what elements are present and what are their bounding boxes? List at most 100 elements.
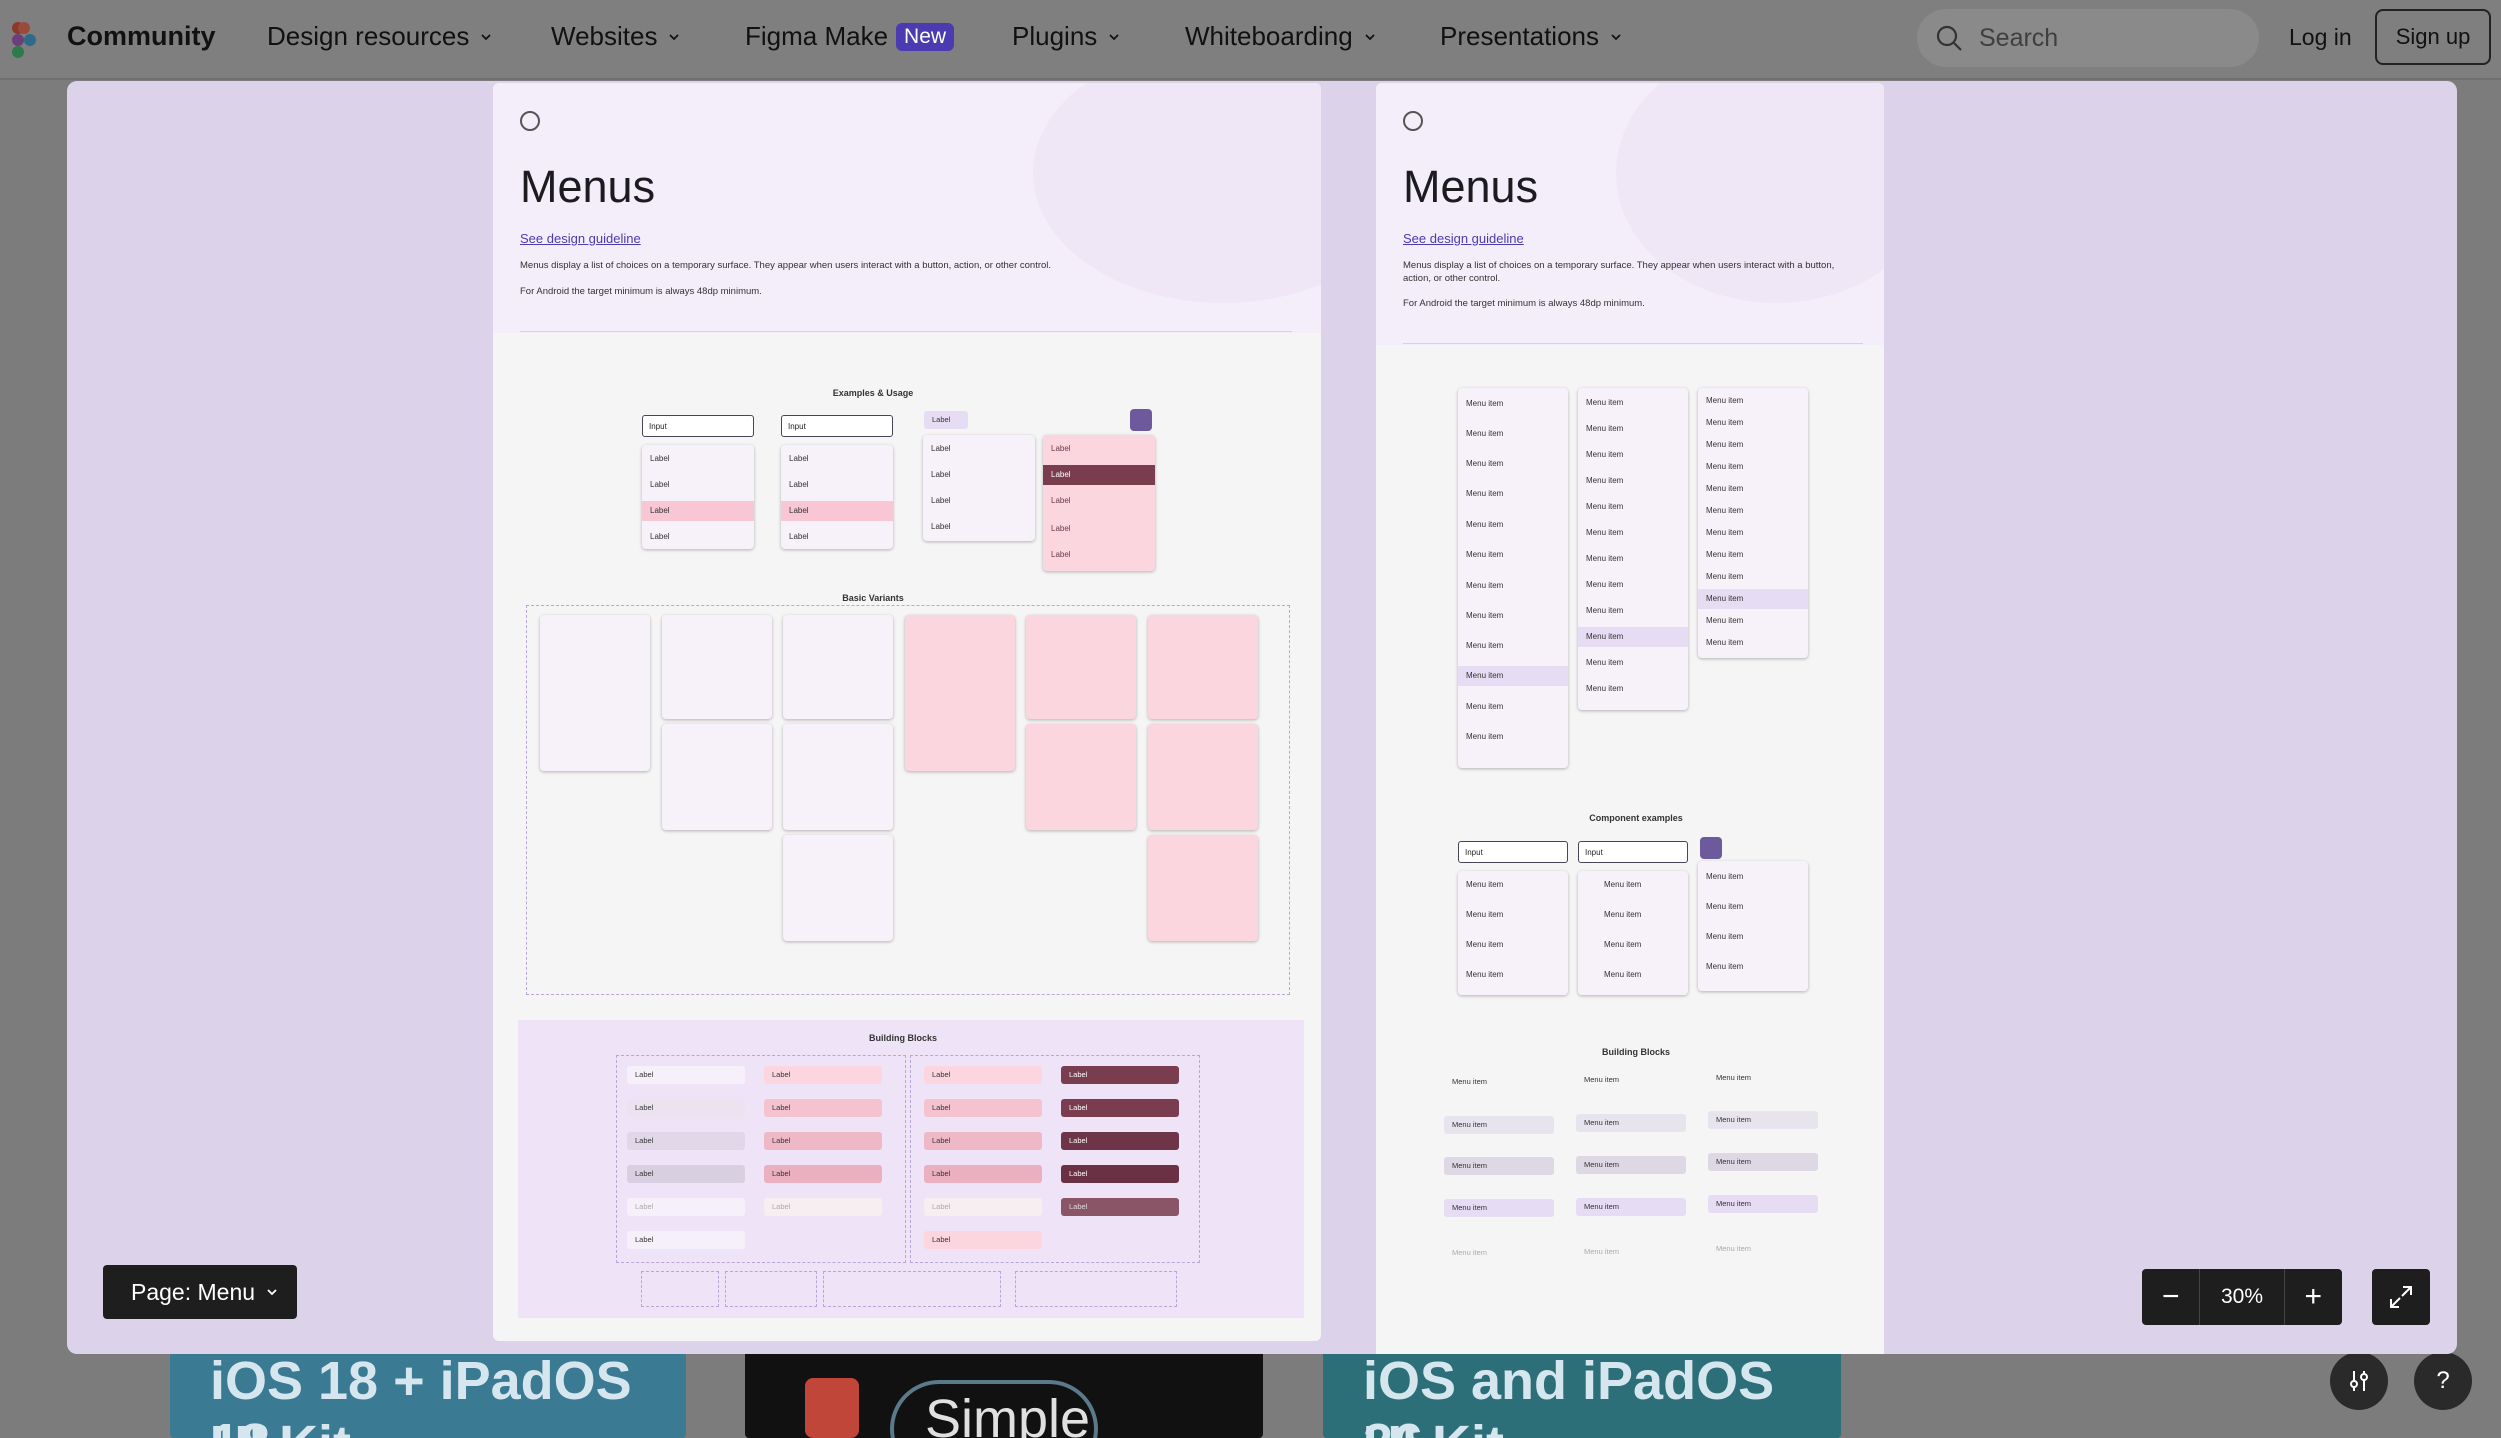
chevron-down-icon xyxy=(1109,33,1119,40)
menu-row: Menu item xyxy=(1466,732,1504,741)
chevron-down-icon xyxy=(267,1289,277,1296)
menu-row: Label xyxy=(650,480,670,489)
nav-websites[interactable]: Websites xyxy=(551,21,681,52)
design-guideline-link[interactable]: See design guideline xyxy=(1403,231,1524,246)
block-pill-dark-disabled: Label xyxy=(1061,1198,1179,1216)
chevron-down-icon xyxy=(481,33,491,40)
background-card-ios26[interactable]: iOS and iPadOS 26 UI Kit xyxy=(1323,1340,1841,1438)
input-value: Input xyxy=(788,422,806,431)
block-pill-disabled: Label xyxy=(764,1198,882,1216)
fullscreen-button[interactable] xyxy=(2372,1269,2430,1325)
section-examples-usage: Examples & Usage xyxy=(832,388,914,398)
blocks-container-left xyxy=(616,1055,906,1263)
menu-row: Menu item xyxy=(1466,940,1504,949)
material-logo-icon xyxy=(1403,111,1423,131)
input-value: Input xyxy=(1465,848,1483,857)
menu-row: Label xyxy=(789,480,809,489)
nav-whiteboarding[interactable]: Whiteboarding xyxy=(1185,21,1377,52)
block-pill-pink: Label xyxy=(924,1132,1042,1150)
page-selector-label: Page: Menu xyxy=(131,1278,256,1305)
menu-row: Menu item xyxy=(1706,396,1744,405)
spec-menu-2: Menu item Menu item Menu item Menu item … xyxy=(1578,388,1688,710)
menu-row: Label xyxy=(1051,496,1071,505)
component-menu-3: Menu item Menu item Menu item Menu item xyxy=(1698,861,1808,991)
nav-design-resources[interactable]: Design resources xyxy=(267,21,493,52)
menu-row: Label xyxy=(931,470,951,479)
zoom-level: 30% xyxy=(2199,1269,2285,1325)
input-field-example: Input xyxy=(642,415,754,437)
menu-row: Menu item xyxy=(1466,702,1504,711)
block-pill-dark: Label xyxy=(1061,1132,1179,1150)
help-button[interactable]: ? xyxy=(2414,1352,2472,1410)
new-badge: New xyxy=(896,22,955,51)
slot-example xyxy=(1015,1271,1177,1307)
menu-row: Menu item xyxy=(1466,399,1504,408)
menu-example-4: Label Label Label Label Label xyxy=(1043,435,1155,571)
nav-plugins[interactable]: Plugins xyxy=(1012,21,1121,52)
menu-row: Menu item xyxy=(1706,418,1744,427)
menu-row: Menu item xyxy=(1466,880,1504,889)
menu-row: Menu item xyxy=(1466,459,1504,468)
menu-row: Menu item xyxy=(1586,424,1624,433)
card-subtitle: UI Kit xyxy=(210,1414,351,1438)
menu-row: Label xyxy=(789,454,809,463)
blocks-container-right xyxy=(910,1055,1200,1263)
slot-example xyxy=(823,1271,1001,1307)
variant-menu-pink xyxy=(1148,835,1258,941)
nav-presentations[interactable]: Presentations xyxy=(1440,21,1623,52)
section-building-blocks: Building Blocks xyxy=(868,1033,937,1043)
frame-note: For Android the target minimum is always… xyxy=(520,286,762,297)
zoom-in-button[interactable]: + xyxy=(2304,1280,2323,1313)
nav-label: Whiteboarding xyxy=(1185,21,1353,51)
block-pill-pink: Label xyxy=(764,1165,882,1183)
nav-figma-make[interactable]: Figma Make New xyxy=(745,21,955,52)
menu-row: Menu item xyxy=(1466,550,1504,559)
menu-row: Menu item xyxy=(1706,872,1744,881)
component-menu-2: Menu item Menu item Menu item Menu item xyxy=(1578,871,1688,995)
signup-button[interactable]: Sign up xyxy=(2375,9,2491,65)
block-pill: Label xyxy=(627,1066,745,1084)
figma-logo-icon[interactable] xyxy=(12,22,36,58)
block-pill-disabled: Label xyxy=(627,1198,745,1216)
menu-row-selected: Label xyxy=(1043,465,1155,485)
menu-row: Menu item xyxy=(1466,520,1504,529)
search-icon xyxy=(1936,25,1962,51)
card-title: iOS 18 + iPadOS 18 xyxy=(210,1351,632,1438)
material-logo-icon xyxy=(520,111,540,131)
section-basic-variants: Basic Variants xyxy=(842,593,904,603)
block-pill: Menu item xyxy=(1708,1153,1818,1171)
page-selector-dropdown[interactable]: Page: Menu xyxy=(103,1265,297,1319)
variant-menu-pink xyxy=(1148,615,1258,719)
menu-row: Menu item xyxy=(1706,616,1744,625)
sliders-icon xyxy=(2350,1371,2368,1391)
search-bar[interactable] xyxy=(1917,9,2259,67)
login-link[interactable]: Log in xyxy=(2289,24,2352,50)
variant-menu-pink xyxy=(1026,724,1136,830)
menu-row: Menu item xyxy=(1604,910,1642,919)
zoom-out-button[interactable]: − xyxy=(2161,1280,2180,1313)
card-subtitle: UI Kit xyxy=(1363,1414,1504,1438)
block-pill: Menu item xyxy=(1708,1069,1818,1087)
settings-sliders-button[interactable] xyxy=(2330,1352,2388,1410)
menu-row: Menu item xyxy=(1706,932,1744,941)
background-card-ios18[interactable]: iOS 18 + iPadOS 18 UI Kit xyxy=(170,1340,686,1438)
brand-community[interactable]: Community xyxy=(67,21,216,51)
menu-row: Menu item xyxy=(1586,658,1624,667)
variant-menu xyxy=(540,615,650,771)
block-pill-disabled: Menu item xyxy=(1576,1243,1686,1261)
block-pill: Label xyxy=(627,1231,745,1249)
background-card-simple[interactable]: Simple xyxy=(745,1340,1263,1438)
design-guideline-link[interactable]: See design guideline xyxy=(520,231,641,246)
spec-menu-3: Menu item Menu item Menu item Menu item … xyxy=(1698,388,1808,658)
variant-menu-pink xyxy=(1148,724,1258,830)
menu-row: Menu item xyxy=(1586,450,1624,459)
search-input[interactable] xyxy=(1977,22,2231,54)
menu-row-selected: Label xyxy=(781,501,893,521)
variant-menu xyxy=(662,724,772,830)
menu-row-selected: Menu item xyxy=(1698,589,1808,609)
divider xyxy=(520,331,1292,332)
variant-menu-pink xyxy=(1026,615,1136,719)
menu-row: Menu item xyxy=(1706,484,1744,493)
frame-title: Menus xyxy=(520,161,656,212)
block-pill-pink: Label xyxy=(764,1132,882,1150)
